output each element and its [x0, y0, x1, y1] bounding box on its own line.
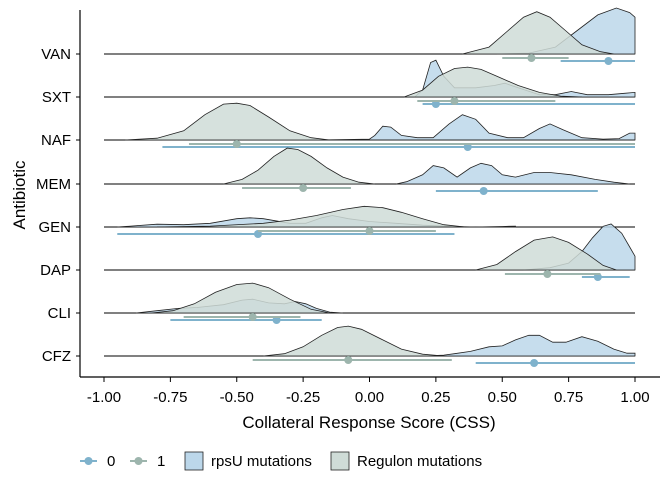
- legend-label: rpsU mutations: [211, 453, 312, 470]
- legend-key-fill: [330, 451, 350, 471]
- ridge-row-gen: [104, 205, 635, 238]
- point-regulon-sxt: [450, 97, 459, 105]
- y-tick-label-cli: CLI: [48, 305, 71, 322]
- x-tick-label-0: -1.00: [87, 389, 121, 406]
- legend-entry-point-1: 1: [130, 453, 165, 470]
- x-tick-label-2: -0.50: [220, 389, 254, 406]
- x-tick-label-7: 0.75: [554, 389, 583, 406]
- ridge-row-van: [104, 7, 636, 65]
- y-tick-label-sxt: SXT: [42, 89, 71, 106]
- legend-key-point: [134, 457, 143, 465]
- ridge-row-naf: [104, 102, 636, 151]
- y-tick-label-mem: MEM: [36, 176, 71, 193]
- y-tick-label-dap: DAP: [40, 262, 71, 279]
- point-regulon-cli: [248, 313, 257, 321]
- y-tick-label-gen: GEN: [38, 219, 71, 236]
- point-regulon-cfz: [344, 356, 353, 364]
- density-regulon-sxt: [403, 66, 582, 98]
- density-rpsu-cfz: [422, 334, 636, 357]
- axes-layer: [79, 10, 660, 378]
- legend: 0 1 rpsU mutations Regulon mutations: [80, 451, 482, 471]
- density-regulon-naf: [125, 102, 635, 141]
- point-regulon-mem: [299, 184, 308, 192]
- density-regulon-dap: [475, 236, 617, 271]
- density-rpsu-mem: [396, 162, 630, 185]
- y-tick-label-van: VAN: [41, 46, 71, 63]
- ridge-row-mem: [104, 147, 635, 195]
- density-regulon-cli: [151, 282, 330, 314]
- density-regulon-cfz: [263, 325, 444, 357]
- point-regulon-van: [527, 54, 536, 62]
- point-regulon-naf: [232, 140, 241, 148]
- density-regulon-van: [462, 11, 614, 55]
- legend-label: 0: [107, 453, 115, 470]
- density-regulon-gen: [157, 205, 466, 228]
- ridge-row-cli: [104, 282, 635, 324]
- x-tick-labels: -1.00 -0.75 -0.50 -0.25 0.00 0.25 0.50 0.75 1.00: [87, 377, 650, 406]
- legend-key-fill: [184, 451, 204, 471]
- density-rpsu-naf: [162, 114, 636, 141]
- x-tick-label-3: -0.25: [286, 389, 320, 406]
- x-tick-label-8: 1.00: [620, 389, 649, 406]
- y-axis-title: Antibiotic: [10, 160, 29, 229]
- x-tick-label-1: -0.75: [153, 389, 187, 406]
- legend-entry-point-0: 0: [80, 453, 115, 470]
- legend-entry-fill-0: rpsU mutations: [184, 451, 312, 471]
- ridge-row-sxt: [104, 59, 636, 108]
- point-regulon-gen: [365, 227, 374, 235]
- ridge-row-dap: [104, 223, 636, 281]
- legend-key-point: [84, 457, 93, 465]
- density-regulon-mem: [223, 147, 375, 185]
- x-tick-label-4: 0.00: [355, 389, 384, 406]
- legend-label: 1: [157, 453, 165, 470]
- legend-entry-fill-1: Regulon mutations: [330, 451, 482, 471]
- y-tick-label-cfz: CFZ: [42, 348, 71, 365]
- x-axis-title: Collateral Response Score (CSS): [242, 413, 495, 432]
- y-tick-labels: VAN SXT NAF MEM GEN DAP CLI CFZ: [36, 46, 80, 365]
- x-tick-label-6: 0.50: [488, 389, 517, 406]
- point-rpsu-van: [604, 57, 613, 65]
- x-tick-label-5: 0.25: [421, 389, 450, 406]
- ridges-layer: [104, 7, 636, 367]
- legend-label: Regulon mutations: [357, 453, 482, 470]
- point-rpsu-cfz: [530, 359, 539, 367]
- point-regulon-dap: [543, 270, 552, 278]
- ridge-row-cfz: [104, 325, 636, 367]
- point-rpsu-mem: [479, 187, 488, 195]
- y-tick-label-naf: NAF: [41, 132, 71, 149]
